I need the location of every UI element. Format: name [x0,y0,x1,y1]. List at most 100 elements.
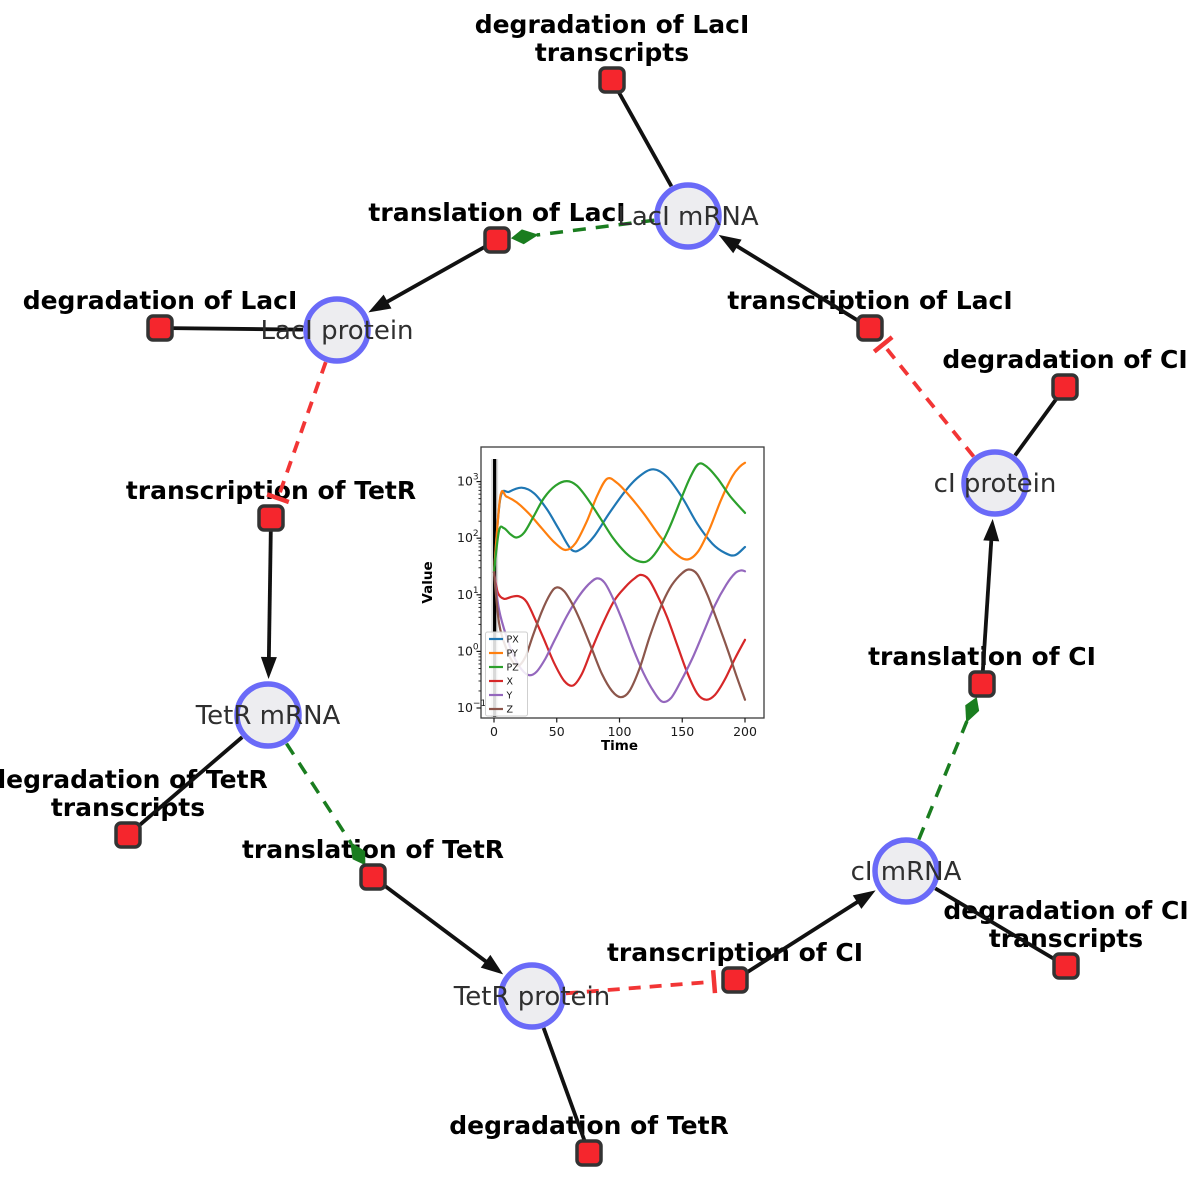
chart-series-pz [492,462,747,574]
reaction-label-deg-ci-tx: transcripts [989,924,1143,953]
arrowhead-icon [368,294,392,313]
legend-entry-py: PY [489,649,518,660]
chart-y-tick-label: 101 [457,586,479,602]
arrowhead-icon [260,656,277,680]
chart-legend: PX PY PZ XYZ [485,631,528,717]
edge-production-transl-ci-ci-protein [980,518,1000,685]
legend-entry-label: PZ [507,663,520,674]
legend-entry-px: PX [489,635,519,646]
species-node-tetr-protein [498,962,566,1030]
reaction-node-deg-tetr [575,1139,603,1167]
reaction-label-deg-tetr: degradation of TetR [449,1111,729,1140]
arrowhead-icon [852,890,876,909]
chart-series-px [492,468,747,574]
reaction-node-tx-laci [856,314,884,342]
species-node-tetr-mrna [234,681,302,749]
chart-x-tick-label: 50 [549,724,565,739]
arrowhead-icon [718,234,742,254]
species-label-ci-mrna: cI mRNA [851,857,962,887]
arrowhead-icon [983,518,1000,542]
edge-activation-laci-mrna-transl-laci [510,218,655,245]
reaction-node-deg-ci [1051,373,1079,401]
edge-consumption-tetr-mrna-deg-tetr-tx [126,735,244,837]
chart-y-tick-label: 10−1 [457,699,486,715]
activation-arrowhead-icon [965,696,980,723]
reaction-label-deg-laci: degradation of LacI [23,286,298,315]
edge-production-transl-tetr-tetr-protein [371,875,504,975]
edge-consumption-ci-mrna-deg-ci-tx [934,886,1067,968]
inhibition-tbar-icon [872,335,894,354]
inset-chart: 0 50 100 150 20010−1100101102103TimeValuePXP… [420,446,765,754]
edge-consumption-laci-protein-deg-laci [159,326,304,332]
edge-inhibition-tetr-protein-tx-ci [565,970,718,996]
arrowhead-icon [480,954,504,975]
chart-y-tick-label: 100 [457,642,479,658]
reaction-node-deg-laci-tx [598,66,626,94]
chart-x-tick-label: 100 [608,724,632,739]
inhibition-tbar-icon [710,970,718,994]
inhibition-tbar-icon [266,492,290,505]
reaction-label-deg-laci-tx: degradation of LacI [475,10,750,39]
reaction-labels: degradation of LacItranscriptstranslatio… [0,10,1189,1140]
edge-consumption-laci-mrna-deg-laci-tx [610,79,674,188]
edge-inhibition-laci-protein-tx-tetr [266,361,328,505]
legend-entry-label: Z [507,705,514,716]
species-node-laci-protein [303,296,371,364]
legend-entry-z: Z [489,705,514,716]
species-label-ci-protein: cI protein [934,469,1057,499]
activation-arrowhead-icon [350,841,366,866]
chart-x-axis-label: Time [601,738,638,754]
species-label-tetr-mrna: TetR mRNA [195,701,341,731]
edge-activation-tetr-mrna-transl-tetr [285,742,366,866]
species-labels: LacI mRNA LacI protein TetR mRNA TetR prote… [195,202,1057,1012]
edge-inhibition-ci-protein-tx-laci [872,335,976,458]
legend-entry-label: PX [507,635,520,646]
reaction-node-transl-laci [483,226,511,254]
species-node-ci-protein [961,449,1029,517]
species-label-tetr-protein: TetR protein [453,982,610,1012]
species-node-laci-mrna [654,182,722,250]
edge-production-transl-laci-laci-protein [368,238,498,313]
legend-entry-x: X [489,677,514,688]
reaction-label-tx-tetr: transcription of TetR [126,476,416,505]
edge-production-tx-laci-laci-mrna [718,234,871,330]
legend-entry-label: PY [507,649,519,660]
chart-y-axis-label: Value [420,561,436,603]
activation-arrowhead-icon [510,229,539,245]
edge-production-tx-ci-ci-mrna [733,890,876,982]
legend-entry-y: Y [489,691,513,702]
reaction-label-deg-tetr-tx: degradation of TetR [0,765,268,794]
edge-consumption-tetr-protein-deg-tetr [541,1027,591,1154]
edge-activation-ci-mrna-transl-ci [917,696,980,841]
chart-series-py [492,461,747,574]
species-label-laci-protein: LacI protein [260,316,413,346]
chart-x-tick-label: 0 [490,724,498,739]
reaction-label-transl-laci: translation of LacI [368,198,625,227]
reaction-label-deg-ci-tx: degradation of CI [943,896,1188,925]
chart-x-tick-label: 150 [670,724,694,739]
reaction-node-deg-laci [146,314,174,342]
species-node-ci-mrna [872,837,940,905]
reaction-node-transl-tetr [359,863,387,891]
reaction-node-deg-tetr-tx [114,821,142,849]
chart-x-tick-label: 200 [733,724,757,739]
chart-series-z [492,568,747,701]
species-label-laci-mrna: LacI mRNA [617,202,758,232]
edges [126,79,1067,1154]
reaction-node-deg-ci-tx [1052,952,1080,980]
chart-y-tick-label: 102 [457,529,479,545]
legend-entry-label: Y [506,691,513,702]
reaction-label-deg-tetr-tx: transcripts [51,793,205,822]
chart-plot-frame [480,446,765,719]
legend-entry-label: X [507,677,514,688]
nodes [114,66,1080,1167]
edge-production-tx-tetr-tetr-mrna [260,517,277,680]
chart-y-tick-label: 103 [457,473,479,489]
reaction-label-transl-tetr: translation of TetR [242,835,504,864]
reaction-node-transl-ci [968,670,996,698]
reaction-label-deg-laci-tx: transcripts [535,38,689,67]
reaction-node-tx-tetr [257,504,285,532]
reaction-label-tx-ci: transcription of CI [607,938,863,967]
